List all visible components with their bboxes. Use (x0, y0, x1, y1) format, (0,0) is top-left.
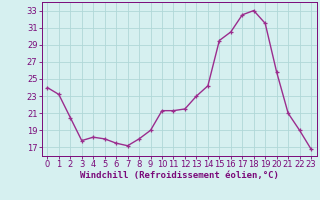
X-axis label: Windchill (Refroidissement éolien,°C): Windchill (Refroidissement éolien,°C) (80, 171, 279, 180)
